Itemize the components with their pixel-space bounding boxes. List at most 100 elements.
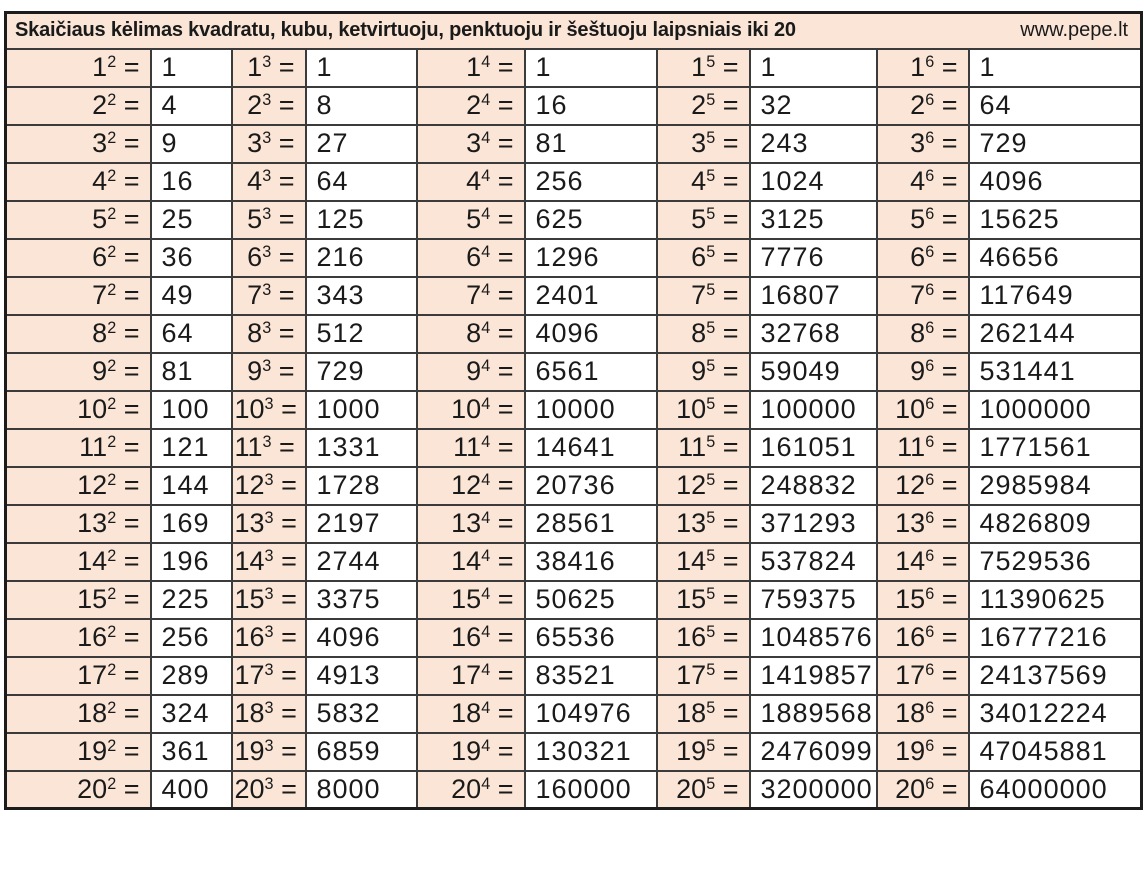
equals-sign: = <box>715 736 739 766</box>
power-expression-cell: 74 = <box>415 275 526 316</box>
exponent-superscript: 4 <box>481 395 491 414</box>
power-expression-cell: 154 = <box>415 579 526 620</box>
base-number: 12 <box>234 470 265 500</box>
power-expression-cell: 72 = <box>4 275 152 316</box>
equals-sign: = <box>715 318 739 348</box>
equals-sign: = <box>715 394 739 424</box>
base-number: 9 <box>910 356 926 386</box>
equals-sign: = <box>490 52 514 82</box>
exponent-superscript: 6 <box>925 129 935 148</box>
power-expression-cell: 152 = <box>4 579 152 620</box>
exponent-superscript: 4 <box>481 509 491 528</box>
exponent-superscript: 4 <box>481 167 491 186</box>
power-value-cell: 81 <box>523 123 658 164</box>
power-expression-cell: 36 = <box>875 123 970 164</box>
exponent-superscript: 4 <box>481 281 491 300</box>
power-expression-cell: 196 = <box>875 731 970 772</box>
exponent-superscript: 2 <box>107 509 117 528</box>
power-expression-cell: 135 = <box>655 503 751 544</box>
power-value-cell: 20736 <box>523 465 658 506</box>
base-number: 12 <box>676 470 707 500</box>
power-value-cell: 1000000 <box>967 389 1143 430</box>
power-expression-cell: 205 = <box>655 769 751 810</box>
exponent-superscript: 6 <box>925 774 935 793</box>
base-number: 17 <box>451 660 482 690</box>
table-row: 152 = 225 153 = 3375 154 = 50625 155 = 759375 15… <box>4 579 1143 620</box>
equals-sign: = <box>116 773 140 804</box>
power-expression-cell: 122 = <box>4 465 152 506</box>
exponent-superscript: 6 <box>925 395 935 414</box>
exponent-superscript: 4 <box>481 737 491 756</box>
power-expression-cell: 56 = <box>875 199 970 240</box>
power-expression-cell: 82 = <box>4 313 152 354</box>
equals-sign: = <box>934 508 958 538</box>
table-row: 202 = 400 203 = 8000 204 = 160000 205 = 3200000… <box>4 769 1143 810</box>
base-number: 10 <box>895 394 926 424</box>
base-number: 5 <box>92 204 108 234</box>
power-expression-cell: 145 = <box>655 541 751 582</box>
equals-sign: = <box>273 584 297 614</box>
equals-sign: = <box>490 394 514 424</box>
power-value-cell: 49 <box>149 275 233 316</box>
exponent-superscript: 6 <box>925 205 935 224</box>
equals-sign: = <box>273 394 297 424</box>
exponent-superscript: 5 <box>706 623 716 642</box>
power-expression-cell: 166 = <box>875 617 970 658</box>
base-number: 8 <box>910 318 926 348</box>
base-number: 6 <box>247 242 263 272</box>
power-expression-cell: 45 = <box>655 161 751 202</box>
base-number: 5 <box>247 204 263 234</box>
base-number: 4 <box>691 166 707 196</box>
base-number: 3 <box>466 128 482 158</box>
website-link[interactable]: www.pepe.lt <box>1020 19 1129 42</box>
power-expression-cell: 174 = <box>415 655 526 696</box>
exponent-superscript: 3 <box>264 585 274 604</box>
power-expression-cell: 86 = <box>875 313 970 354</box>
base-number: 11 <box>453 432 482 462</box>
base-number: 20 <box>895 773 926 804</box>
power-value-cell: 7529536 <box>967 541 1143 582</box>
power-expression-cell: 23 = <box>230 85 307 126</box>
equals-sign: = <box>490 166 514 196</box>
equals-sign: = <box>271 90 295 120</box>
power-value-cell: 248832 <box>748 465 878 506</box>
power-expression-cell: 55 = <box>655 199 751 240</box>
equals-sign: = <box>934 432 958 462</box>
equals-sign: = <box>490 622 514 652</box>
power-value-cell: 169 <box>149 503 233 544</box>
power-value-cell: 65536 <box>523 617 658 658</box>
power-value-cell: 27 <box>304 123 418 164</box>
base-number: 15 <box>451 584 482 614</box>
exponent-superscript: 2 <box>107 205 117 224</box>
table-row: 32 = 9 33 = 27 34 = 81 35 = 243 36 = 729 <box>4 123 1143 164</box>
exponent-superscript: 3 <box>262 281 272 300</box>
power-expression-cell: 172 = <box>4 655 152 696</box>
base-number: 2 <box>691 90 707 120</box>
exponent-superscript: 5 <box>706 471 716 490</box>
power-value-cell: 625 <box>523 199 658 240</box>
power-expression-cell: 194 = <box>415 731 526 772</box>
equals-sign: = <box>116 242 140 272</box>
exponent-superscript: 3 <box>264 623 274 642</box>
power-expression-cell: 153 = <box>230 579 307 620</box>
exponent-superscript: 5 <box>706 737 716 756</box>
power-value-cell: 64000000 <box>967 769 1143 810</box>
exponent-superscript: 5 <box>706 357 716 376</box>
base-number: 1 <box>691 52 707 82</box>
power-value-cell: 3125 <box>748 199 878 240</box>
exponent-superscript: 2 <box>107 281 117 300</box>
power-value-cell: 371293 <box>748 503 878 544</box>
base-number: 7 <box>92 280 108 310</box>
power-value-cell: 130321 <box>523 731 658 772</box>
base-number: 8 <box>247 318 263 348</box>
base-number: 17 <box>676 660 707 690</box>
power-expression-cell: 114 = <box>415 427 526 468</box>
table-row: 142 = 196 143 = 2744 144 = 38416 145 = 537824 14… <box>4 541 1143 582</box>
exponent-superscript: 2 <box>107 243 117 262</box>
power-value-cell: 32768 <box>748 313 878 354</box>
exponent-superscript: 2 <box>107 91 117 110</box>
power-expression-cell: 76 = <box>875 275 970 316</box>
table-row: 12 = 1 13 = 1 14 = 1 15 = 1 16 = 1 <box>4 47 1143 88</box>
equals-sign: = <box>934 698 958 728</box>
equals-sign: = <box>116 280 140 310</box>
